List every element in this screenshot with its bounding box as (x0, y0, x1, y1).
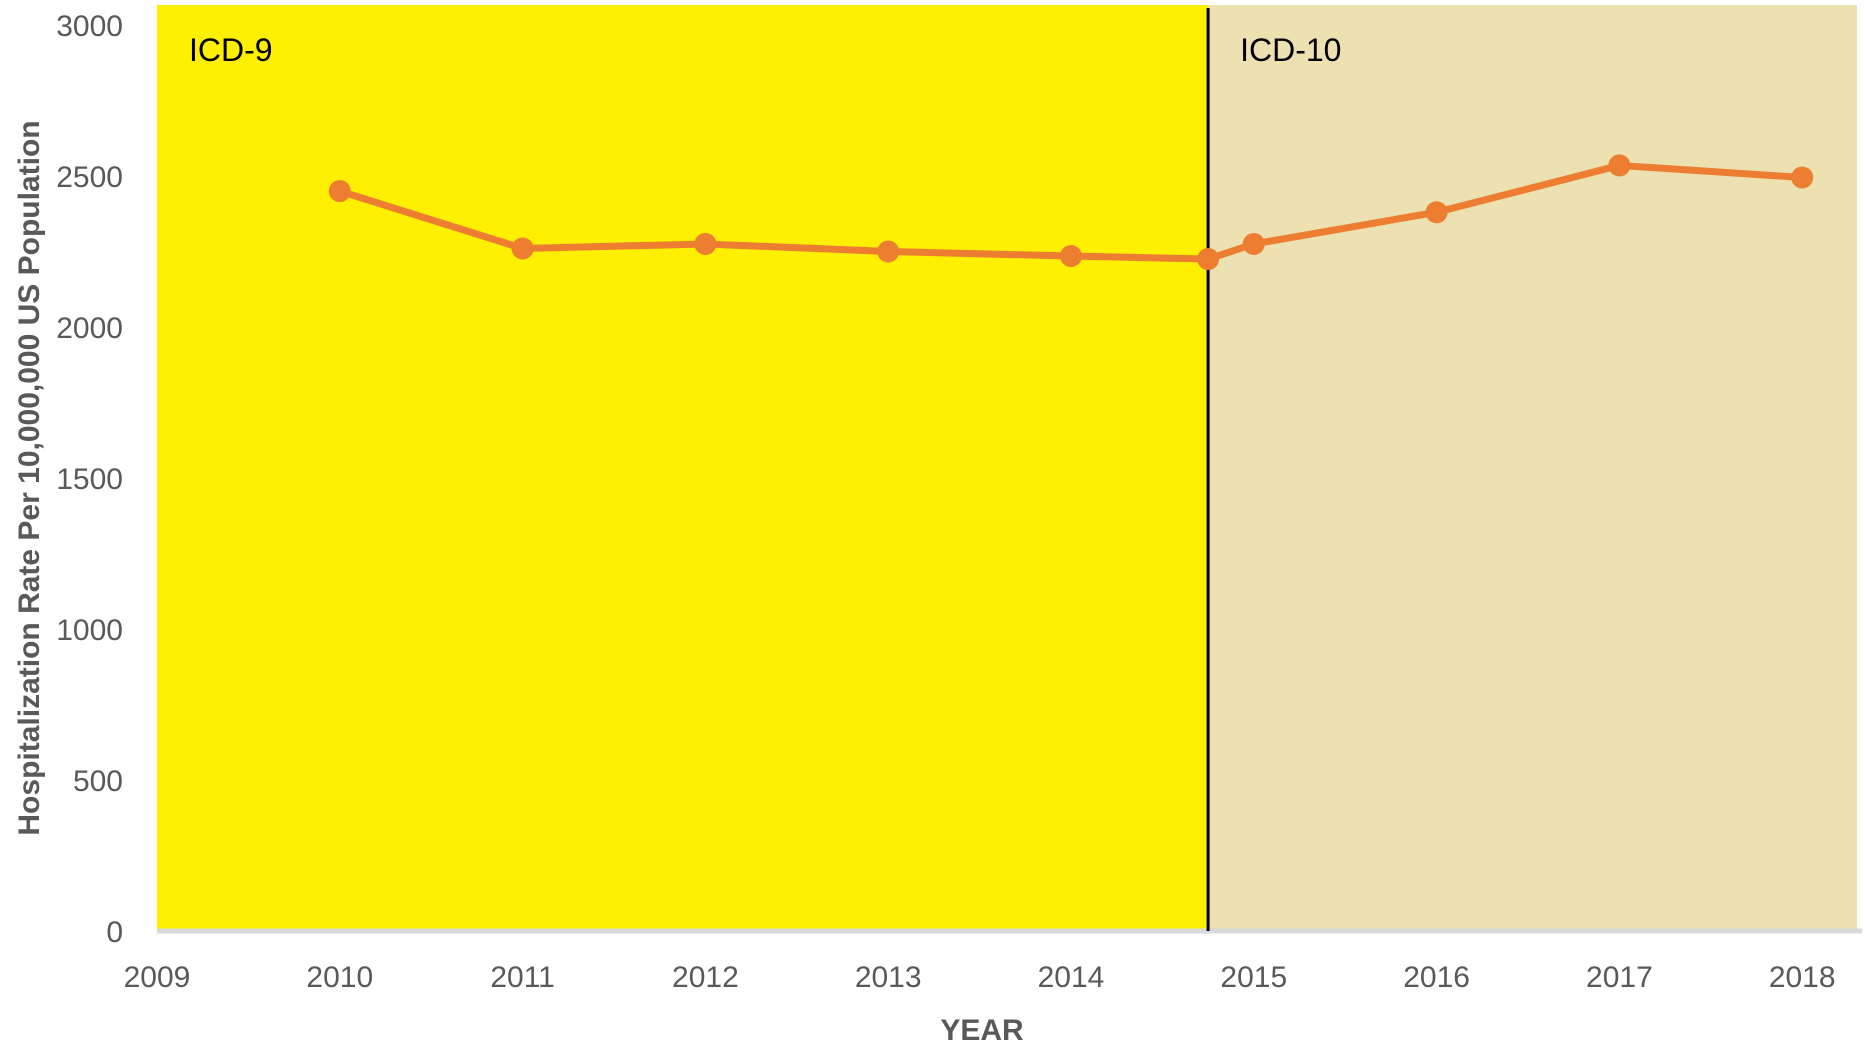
region-label-icd-10: ICD-10 (1240, 32, 1341, 68)
x-axis-ticks: 2009 2010 2011 2012 2013 2014 2015 2016 2017 2018 (124, 961, 1836, 994)
data-point (1608, 154, 1631, 177)
x-tick-label: 2009 (124, 961, 191, 994)
region-icd-10 (1208, 5, 1858, 931)
data-point (1425, 201, 1448, 224)
y-tick-label: 2500 (56, 161, 123, 194)
x-axis-title: YEAR (940, 1014, 1024, 1047)
data-point (1791, 166, 1814, 189)
x-tick-label: 2018 (1769, 961, 1836, 994)
region-label-icd-9: ICD-9 (189, 32, 273, 68)
series-group (328, 154, 1814, 271)
y-axis-ticks: 0 500 1000 1500 2000 2500 3000 (56, 10, 123, 949)
data-point (877, 240, 900, 263)
y-tick-label: 0 (106, 916, 123, 949)
y-tick-label: 500 (73, 765, 123, 798)
data-point (1060, 245, 1082, 268)
background-regions (157, 5, 1858, 931)
series-line (338, 161, 1803, 263)
x-tick-label: 2016 (1403, 961, 1470, 994)
data-point (511, 237, 534, 260)
x-tick-label: 2012 (672, 961, 739, 994)
y-axis-title: Hospitalization Rate Per 10,000,000 US P… (13, 120, 46, 835)
y-tick-label: 1000 (56, 614, 123, 647)
x-tick-label: 2015 (1220, 961, 1287, 994)
x-tick-label: 2010 (306, 961, 373, 994)
y-tick-label: 1500 (56, 463, 123, 496)
x-tick-label: 2017 (1586, 961, 1653, 994)
data-point (1242, 232, 1265, 255)
x-tick-label: 2013 (855, 961, 922, 994)
region-labels: ICD-9 ICD-10 (189, 32, 1341, 68)
y-tick-label: 3000 (56, 10, 123, 43)
data-point (694, 232, 717, 255)
y-tick-label: 2000 (56, 312, 123, 345)
x-tick-label: 2014 (1038, 961, 1105, 994)
data-point (328, 180, 351, 203)
x-tick-label: 2011 (490, 961, 555, 994)
data-point (1197, 248, 1220, 271)
region-icd-9 (157, 5, 1209, 931)
